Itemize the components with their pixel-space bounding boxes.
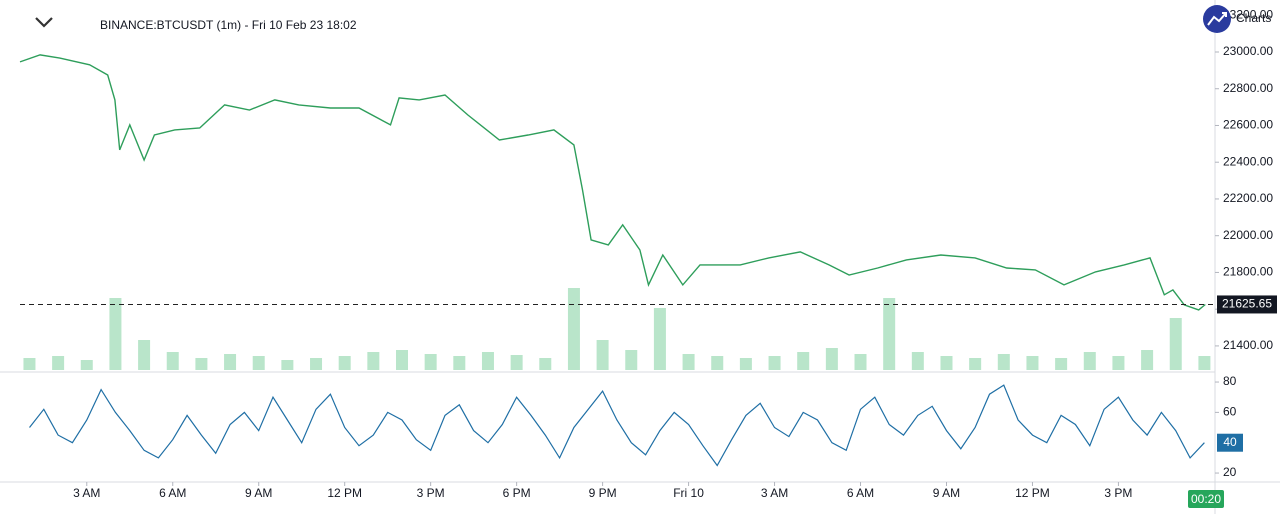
- volume-bar: [396, 350, 409, 370]
- volume-bar: [109, 298, 122, 370]
- y-tick-label: 22000.00: [1223, 228, 1273, 242]
- x-tick-label: 12 PM: [327, 486, 362, 500]
- volume-bar: [1169, 318, 1182, 370]
- x-tick-label: 9 PM: [589, 486, 617, 500]
- volume-bar: [80, 360, 93, 370]
- volume-bar: [625, 350, 638, 370]
- last-price-label: 21625.65: [1222, 297, 1272, 311]
- volume-bar: [969, 358, 982, 370]
- y-tick-label: 23200.00: [1223, 7, 1273, 21]
- volume-bar: [23, 358, 36, 370]
- last-value-box: [1217, 433, 1243, 452]
- y-tick-label: 21400.00: [1223, 338, 1273, 352]
- volume-bar: [911, 352, 924, 370]
- volume-bar: [997, 354, 1010, 370]
- volume-bar: [854, 354, 867, 370]
- volume-bar: [567, 288, 580, 370]
- volume-bar: [883, 298, 896, 370]
- price-line: [19, 54, 1206, 311]
- volume-bar: [138, 340, 151, 370]
- last-price-box: [1217, 295, 1277, 314]
- plots: 21400.0021600.0021800.0022000.0022200.00…: [19, 7, 1277, 500]
- volume-bar: [1083, 352, 1096, 370]
- volume-bar: [768, 356, 781, 370]
- volume-bar: [596, 340, 609, 370]
- volume-bar: [481, 352, 494, 370]
- y-tick-label: 22200.00: [1223, 191, 1273, 205]
- y-tick-label: 23000.00: [1223, 44, 1273, 58]
- volume-bar: [825, 348, 838, 370]
- x-tick-label: 3 PM: [1104, 486, 1132, 500]
- last-value-label: 40: [1223, 435, 1237, 449]
- volume-bar: [252, 356, 265, 370]
- logo-text[interactable]: Charts: [1236, 11, 1271, 25]
- volume-bar: [281, 360, 294, 370]
- volume-bar: [310, 358, 323, 370]
- y-tick-label: 22600.00: [1223, 118, 1273, 132]
- volume-bar: [1055, 358, 1068, 370]
- y-tick-label: 80: [1223, 374, 1237, 388]
- x-tick-label: 6 PM: [503, 486, 531, 500]
- volume-bar: [224, 354, 237, 370]
- collapse-icon[interactable]: [35, 17, 53, 28]
- y-tick-label: 21800.00: [1223, 265, 1273, 279]
- x-tick-label: Fri 10: [673, 486, 704, 500]
- countdown-box: [1188, 490, 1224, 508]
- symbol-title: BINANCE:BTCUSDT (1m) - Fri 10 Feb 23 18:…: [100, 18, 357, 32]
- volume-bar: [1198, 356, 1211, 370]
- volume-bar: [195, 358, 208, 370]
- y-tick-label: 22800.00: [1223, 81, 1273, 95]
- volume-bar: [1141, 350, 1154, 370]
- x-tick-label: 3 PM: [417, 486, 445, 500]
- y-tick-label: 22400.00: [1223, 154, 1273, 168]
- volume-bar: [510, 355, 523, 370]
- x-tick-label: 3 AM: [761, 486, 788, 500]
- volume-bar: [1026, 356, 1039, 370]
- x-tick-label: 6 AM: [159, 486, 186, 500]
- volume-bar: [52, 356, 65, 370]
- volume-bar: [797, 352, 810, 370]
- x-tick-label: 9 AM: [245, 486, 272, 500]
- volume-bar: [539, 358, 552, 370]
- volume-bar: [424, 354, 437, 370]
- volume-bar: [1112, 356, 1125, 370]
- volume-bar: [682, 354, 695, 370]
- y-tick-label: 20: [1223, 465, 1237, 479]
- volume-bar: [453, 356, 466, 370]
- logo-arrow: [1207, 12, 1227, 26]
- volume-bar: [338, 356, 351, 370]
- volume-bar: [940, 356, 953, 370]
- volume-bar: [166, 352, 179, 370]
- price-line: [29, 384, 1205, 467]
- volume-bar: [739, 358, 752, 370]
- x-tick-label: 3 AM: [73, 486, 100, 500]
- y-tick-label: 60: [1223, 405, 1237, 419]
- volume-bar: [711, 356, 724, 370]
- x-tick-label: 9 AM: [933, 486, 960, 500]
- x-tick-label: 12 PM: [1015, 486, 1050, 500]
- volume-bar: [653, 308, 666, 370]
- countdown: 00:20: [1191, 492, 1221, 506]
- x-tick-label: 6 AM: [847, 486, 874, 500]
- volume-bar: [367, 352, 380, 370]
